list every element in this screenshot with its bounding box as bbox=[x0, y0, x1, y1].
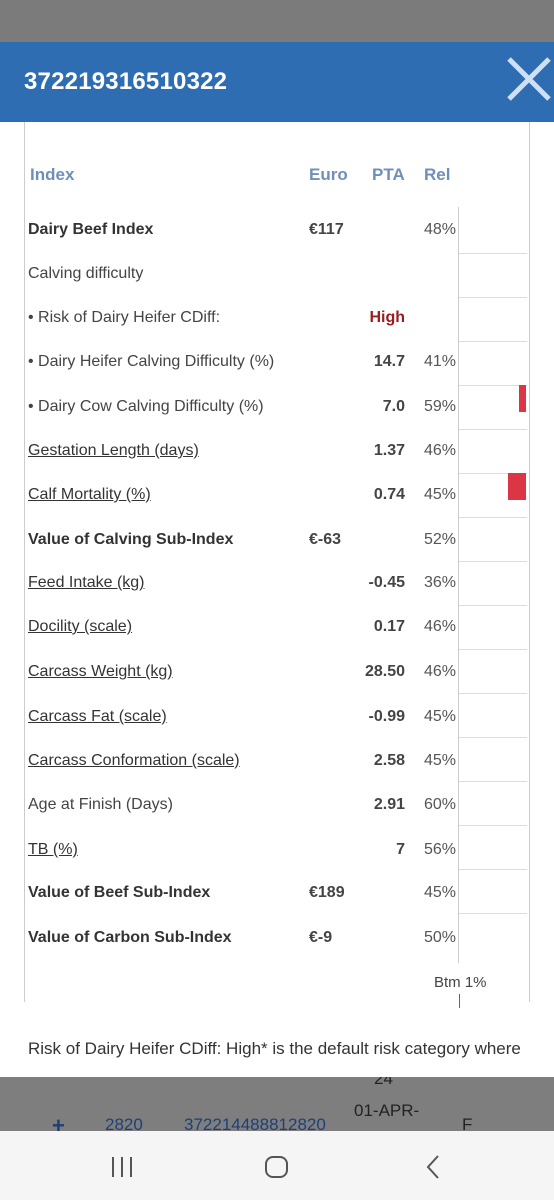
modal-header: 372219316510322 bbox=[0, 42, 554, 122]
panel-border-left bbox=[24, 122, 25, 1002]
bar-row-separator bbox=[459, 825, 527, 826]
background-cell-tag[interactable]: 372214488812820 bbox=[184, 1115, 326, 1131]
column-header-euro: Euro bbox=[309, 165, 348, 184]
row-label: Value of Beef Sub-Index bbox=[28, 884, 211, 901]
row-euro-value: €-9 bbox=[309, 929, 333, 946]
background-table-row: + 2820 372214488812820 24 01-APR- F bbox=[0, 1077, 554, 1131]
row-label[interactable]: Carcass Weight (kg) bbox=[28, 663, 173, 680]
row-label: Value of Carbon Sub-Index bbox=[28, 929, 232, 946]
background-cell-date-top: 24 bbox=[374, 1077, 393, 1088]
row-rel-value: 45% bbox=[424, 486, 457, 503]
row-rel-value: 45% bbox=[424, 752, 457, 769]
expand-row-button[interactable]: + bbox=[52, 1113, 65, 1131]
background-cell-sex: F bbox=[462, 1115, 473, 1131]
status-bar-area bbox=[0, 0, 554, 42]
row-label[interactable]: TB (%) bbox=[28, 841, 78, 858]
row-euro-value: €-63 bbox=[309, 531, 342, 548]
bar-row-separator bbox=[459, 517, 527, 518]
row-label[interactable]: Docility (scale) bbox=[28, 618, 133, 635]
row-label: Value of Calving Sub-Index bbox=[28, 531, 234, 548]
row-rel-value: 36% bbox=[424, 574, 457, 591]
home-icon[interactable] bbox=[264, 1155, 290, 1179]
row-rel-value: 56% bbox=[424, 841, 457, 858]
row-label: Dairy Beef Index bbox=[28, 221, 154, 238]
row-pta-value: 2.91 bbox=[373, 796, 405, 813]
column-header-pta: PTA bbox=[372, 165, 405, 184]
row-label: • Dairy Cow Calving Difficulty (%) bbox=[28, 398, 264, 415]
row-rel-value: 46% bbox=[424, 663, 457, 680]
bar-row-separator bbox=[459, 605, 527, 606]
row-pta-value: 7 bbox=[396, 841, 405, 858]
row-label: • Dairy Heifer Calving Difficulty (%) bbox=[28, 353, 275, 370]
row-rel-value: 52% bbox=[424, 531, 457, 548]
row-euro-value: €117 bbox=[309, 221, 344, 238]
row-rel-value: 41% bbox=[424, 353, 457, 370]
bar-row-separator bbox=[459, 385, 527, 386]
bar-row-separator bbox=[459, 561, 527, 562]
row-pta-value: 1.37 bbox=[373, 442, 405, 459]
row-pta-value: 2.58 bbox=[373, 752, 405, 769]
bar-row-separator bbox=[459, 341, 527, 342]
row-pta-value: 28.50 bbox=[364, 663, 405, 680]
bottom-percentile-tick bbox=[459, 994, 460, 1008]
background-cell-date: 01-APR- bbox=[354, 1101, 420, 1120]
row-rel-value: 48% bbox=[424, 221, 457, 238]
row-pta-value: 0.74 bbox=[373, 486, 405, 503]
row-label[interactable]: Calf Mortality (%) bbox=[28, 486, 151, 503]
percentile-bar bbox=[508, 473, 526, 500]
bar-row-separator bbox=[459, 253, 527, 254]
row-label[interactable]: Carcass Conformation (scale) bbox=[28, 752, 240, 769]
row-label[interactable]: Gestation Length (days) bbox=[28, 442, 199, 459]
back-icon[interactable] bbox=[424, 1154, 442, 1180]
bar-row-separator bbox=[459, 869, 527, 870]
row-rel-value: 45% bbox=[424, 708, 457, 725]
footnote: Risk of Dairy Heifer CDiff: High* is the… bbox=[28, 1039, 521, 1058]
bar-row-separator bbox=[459, 649, 527, 650]
row-label: • Risk of Dairy Heifer CDiff: bbox=[28, 309, 221, 326]
row-rel-value: 46% bbox=[424, 618, 457, 635]
row-rel-value: 59% bbox=[424, 398, 457, 415]
row-pta-value: High bbox=[369, 309, 405, 326]
column-header-rel: Rel bbox=[424, 165, 451, 184]
bar-row-separator bbox=[459, 297, 527, 298]
row-pta-value: -0.99 bbox=[368, 708, 405, 725]
row-euro-value: €189 bbox=[309, 884, 345, 901]
bar-row-separator bbox=[459, 693, 527, 694]
close-icon[interactable] bbox=[504, 54, 554, 104]
bottom-percentile-label: Btm 1% bbox=[434, 974, 487, 991]
row-rel-value: 50% bbox=[424, 929, 457, 946]
bar-row-separator bbox=[459, 781, 527, 782]
row-label: Calving difficulty bbox=[28, 265, 144, 282]
row-label[interactable]: Carcass Fat (scale) bbox=[28, 708, 167, 725]
row-label: Age at Finish (Days) bbox=[28, 796, 173, 813]
percentile-bar bbox=[519, 385, 526, 412]
row-pta-value: -0.45 bbox=[368, 574, 405, 591]
row-rel-value: 46% bbox=[424, 442, 457, 459]
modal-body: Index Euro PTA Rel Dairy Beef Index €117 4… bbox=[0, 122, 554, 1077]
reliability-bar-column bbox=[458, 207, 527, 963]
row-pta-value: 0.17 bbox=[373, 618, 405, 635]
row-pta-value: 7.0 bbox=[382, 398, 405, 415]
bar-row-separator bbox=[459, 429, 527, 430]
panel-border-right bbox=[529, 122, 530, 1002]
bar-row-separator bbox=[459, 473, 527, 474]
column-header-index: Index bbox=[30, 165, 75, 184]
row-pta-value: 14.7 bbox=[373, 353, 405, 370]
bar-row-separator bbox=[459, 737, 527, 738]
system-navigation-bar bbox=[0, 1131, 554, 1200]
recent-apps-icon[interactable] bbox=[110, 1155, 136, 1179]
row-rel-value: 45% bbox=[424, 884, 457, 901]
background-cell-id: 2820 bbox=[105, 1115, 143, 1131]
bar-row-separator bbox=[459, 913, 527, 914]
row-rel-value: 60% bbox=[424, 796, 457, 813]
row-label[interactable]: Feed Intake (kg) bbox=[28, 574, 145, 591]
modal-title: 372219316510322 bbox=[24, 68, 228, 95]
